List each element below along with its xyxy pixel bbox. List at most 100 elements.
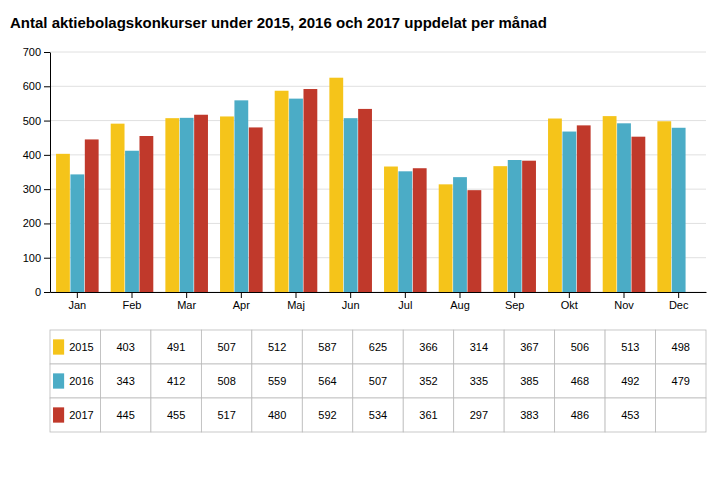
table-value: 297 (470, 409, 488, 421)
bar (562, 132, 576, 292)
tick: Jan (68, 292, 86, 311)
tick: Aug (450, 292, 470, 311)
tick-label: 0 (35, 286, 41, 298)
bar (467, 190, 481, 292)
table-cell (555, 330, 605, 364)
data-table: 2015403491507512587625366314367506513498… (50, 330, 706, 432)
table-cell (403, 364, 453, 398)
table-value: 534 (369, 409, 387, 421)
legend-label: 2015 (69, 341, 93, 353)
table-cell (504, 330, 554, 364)
tick-mark (624, 292, 625, 298)
tick-mark (44, 52, 50, 53)
tick-label: Dec (669, 299, 689, 311)
bar (453, 177, 467, 292)
tick: Maj (287, 292, 305, 311)
tick-label: 100 (23, 252, 41, 264)
table-value: 453 (621, 409, 639, 421)
table-cell (252, 398, 302, 432)
table-value: 507 (369, 375, 387, 387)
bar (398, 171, 412, 292)
bar (275, 91, 289, 292)
bar (508, 160, 522, 292)
table-value: 479 (672, 375, 690, 387)
table-cell (403, 398, 453, 432)
table-value: 352 (419, 375, 437, 387)
bar (249, 127, 263, 292)
table-value: 361 (419, 409, 437, 421)
tick-label: Aug (450, 299, 470, 311)
tick-mark (44, 189, 50, 190)
grid-line (50, 86, 706, 87)
tick-mark (460, 292, 461, 298)
tick-mark (77, 292, 78, 298)
tick: Dec (669, 292, 689, 311)
bar (439, 184, 453, 292)
tick-label: Jan (68, 299, 86, 311)
tick: 0 (35, 286, 50, 298)
bar (220, 116, 234, 292)
table-value: 314 (470, 341, 488, 353)
table-cell (454, 364, 504, 398)
table-value: 513 (621, 341, 639, 353)
bar (303, 89, 317, 292)
tick: Apr (233, 292, 250, 311)
table-cell (151, 398, 201, 432)
grid (50, 52, 706, 292)
bar (85, 139, 99, 292)
tick-mark (241, 292, 242, 298)
legend-swatch (53, 373, 64, 388)
table-value: 445 (117, 409, 135, 421)
table-cell (50, 364, 100, 398)
table-cell (555, 364, 605, 398)
table-cell (50, 330, 100, 364)
tick-mark (514, 292, 515, 298)
table-cell (454, 398, 504, 432)
tick-label: 700 (23, 46, 41, 58)
table-value: 625 (369, 341, 387, 353)
tick-label: Jun (342, 299, 360, 311)
table-cell (302, 330, 352, 364)
tick: 700 (23, 46, 50, 58)
tick: 300 (23, 183, 50, 195)
tick-label: 400 (23, 149, 41, 161)
tick: 400 (23, 149, 50, 161)
bar (344, 118, 358, 292)
table-value: 507 (217, 341, 235, 353)
tick-mark (405, 292, 406, 298)
tick: Jun (342, 292, 360, 311)
bar (56, 154, 70, 292)
table-value: 367 (520, 341, 538, 353)
table-value: 480 (268, 409, 286, 421)
tick-mark (44, 258, 50, 259)
bar (603, 116, 617, 292)
bar (165, 118, 179, 292)
y-axis: 0100200300400500600700 (23, 46, 51, 298)
axis-line (50, 53, 51, 293)
table-cell (100, 364, 150, 398)
tick-mark (296, 292, 297, 298)
tick: Mar (177, 292, 196, 311)
tick-mark (186, 292, 187, 298)
tick-label: Apr (233, 299, 250, 311)
table-value: 592 (318, 409, 336, 421)
table-value: 559 (268, 375, 286, 387)
bar (617, 123, 631, 292)
tick-label: 600 (23, 80, 41, 92)
tick-mark (44, 86, 50, 87)
table-cell (151, 330, 201, 364)
tick: Nov (614, 292, 634, 311)
table-value: 508 (217, 375, 235, 387)
bar (672, 128, 686, 292)
table-cell (605, 398, 655, 432)
table-cell (605, 364, 655, 398)
table-value: 587 (318, 341, 336, 353)
tick-label: Okt (561, 299, 578, 311)
tick-mark (44, 155, 50, 156)
bar (180, 118, 194, 292)
tick-label: Maj (287, 299, 305, 311)
tick-label: Feb (123, 299, 142, 311)
bars (56, 78, 686, 292)
table-value: 385 (520, 375, 538, 387)
table-cell (201, 364, 251, 398)
